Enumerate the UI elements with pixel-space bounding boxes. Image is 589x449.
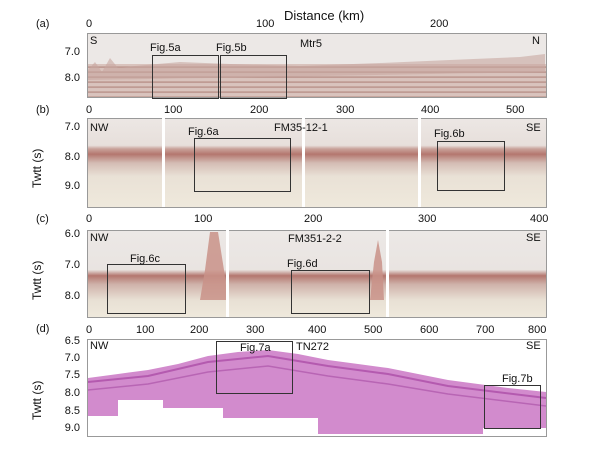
panel-d-ytick: 8.5 bbox=[64, 405, 80, 417]
panel-a-dir-left: S bbox=[90, 35, 98, 47]
panel-d-fig7a-label: Fig.7a bbox=[240, 342, 271, 354]
panel-d-frame bbox=[87, 339, 547, 437]
panel-c-xtick: 300 bbox=[418, 213, 437, 225]
panel-d-xtick: 800 bbox=[528, 324, 547, 336]
panel-b-ytick: 7.0 bbox=[64, 121, 80, 133]
panel-d-label: (d) bbox=[36, 323, 50, 335]
panel-d-xtick: 0 bbox=[86, 324, 93, 336]
panel-b-fig6a-label: Fig.6a bbox=[188, 126, 219, 138]
panel-a-line-name: Mtr5 bbox=[300, 38, 322, 50]
panel-d-ytick: 6.5 bbox=[64, 335, 80, 347]
panel-b-label: (b) bbox=[36, 104, 50, 116]
panel-d-fig7a-box bbox=[216, 341, 293, 394]
panel-d-xtick: 400 bbox=[308, 324, 327, 336]
panel-c-xtick: 400 bbox=[530, 213, 549, 225]
panel-c-seismic-section bbox=[87, 230, 547, 318]
panel-a-xtick: 100 bbox=[256, 18, 275, 30]
panel-c-fig6c-box bbox=[107, 264, 186, 314]
panel-d-seismic-section bbox=[88, 350, 546, 434]
panel-d-xtick: 100 bbox=[136, 324, 155, 336]
panel-d-ytick: 7.0 bbox=[64, 352, 80, 364]
panel-c-fig6d-label: Fig.6d bbox=[287, 258, 318, 270]
panel-b-dir-right: SE bbox=[526, 122, 541, 134]
panel-c-ytick: 6.0 bbox=[64, 228, 80, 240]
panel-c-label: (c) bbox=[36, 213, 49, 225]
panel-b-fig6a-box bbox=[194, 138, 291, 192]
panel-a-fig5a-label: Fig.5a bbox=[150, 42, 181, 54]
panel-b-fig6b-label: Fig.6b bbox=[434, 128, 465, 140]
panel-c-fig6c-label: Fig.6c bbox=[130, 253, 160, 265]
panel-b-gap bbox=[418, 118, 421, 207]
panel-c-xtick: 200 bbox=[304, 213, 323, 225]
panel-d-ytick: 7.5 bbox=[64, 369, 80, 381]
panel-c-dir-left: NW bbox=[90, 232, 109, 244]
panel-b-dir-left: NW bbox=[90, 122, 109, 134]
panel-a-ytick: 7.0 bbox=[64, 46, 80, 58]
panel-c-xtick: 0 bbox=[86, 213, 93, 225]
panel-a-fig5b-label: Fig.5b bbox=[216, 42, 247, 54]
panel-d-ytick: 8.0 bbox=[64, 387, 80, 399]
panel-a-fig5b-box bbox=[220, 55, 287, 99]
panel-c-ytick: 8.0 bbox=[64, 290, 80, 302]
panel-d-xtick: 300 bbox=[246, 324, 265, 336]
panel-b-xtick: 0 bbox=[86, 104, 93, 116]
panel-d-ylabel: Twtt (s) bbox=[30, 380, 44, 420]
panel-b-xtick: 200 bbox=[250, 104, 269, 116]
panel-c-gap bbox=[226, 230, 229, 317]
panel-d-xtick: 200 bbox=[190, 324, 209, 336]
panel-a-fig5a-box bbox=[152, 55, 219, 99]
panel-c-dir-right: SE bbox=[526, 232, 541, 244]
panel-d-fig7b-box bbox=[484, 385, 541, 429]
panel-d-dir-right: SE bbox=[526, 340, 541, 352]
panel-d-xtick: 700 bbox=[476, 324, 495, 336]
panel-d-ytick: 9.0 bbox=[64, 422, 80, 434]
panel-d-dir-left: NW bbox=[90, 340, 109, 352]
panel-b-gap bbox=[302, 118, 305, 207]
panel-b-line-name: FM35-12-1 bbox=[274, 122, 328, 134]
panel-b-xtick: 500 bbox=[506, 104, 525, 116]
panel-c-fig6d-box bbox=[291, 270, 370, 314]
panel-d-line-name: TN272 bbox=[296, 341, 330, 353]
panel-c-gap bbox=[386, 230, 389, 317]
panel-a-ytick: 8.0 bbox=[64, 72, 80, 84]
panel-b-xtick: 400 bbox=[421, 104, 440, 116]
panel-c-xtick: 100 bbox=[194, 213, 213, 225]
panel-b-gap bbox=[162, 118, 165, 207]
panel-d-xtick: 500 bbox=[364, 324, 383, 336]
panel-c-line-name: FM351-2-2 bbox=[288, 233, 342, 245]
panel-b-ytick: 8.0 bbox=[64, 151, 80, 163]
panel-a-label: (a) bbox=[36, 18, 50, 30]
panel-b-xtick: 300 bbox=[336, 104, 355, 116]
panel-b-fig6b-box bbox=[437, 141, 505, 191]
panel-d-xtick: 600 bbox=[420, 324, 439, 336]
panel-d-fig7b-label: Fig.7b bbox=[502, 373, 533, 385]
panel-b-ytick: 9.0 bbox=[64, 180, 80, 192]
panel-c-ytick: 7.0 bbox=[64, 259, 80, 271]
figure-header-title: Distance (km) bbox=[284, 8, 365, 23]
panel-a-water-column bbox=[88, 34, 546, 64]
panel-a-xtick: 0 bbox=[86, 18, 93, 30]
panel-a-xtick: 200 bbox=[430, 18, 449, 30]
panel-a-dir-right: N bbox=[532, 35, 540, 47]
panel-b-xtick: 100 bbox=[164, 104, 183, 116]
